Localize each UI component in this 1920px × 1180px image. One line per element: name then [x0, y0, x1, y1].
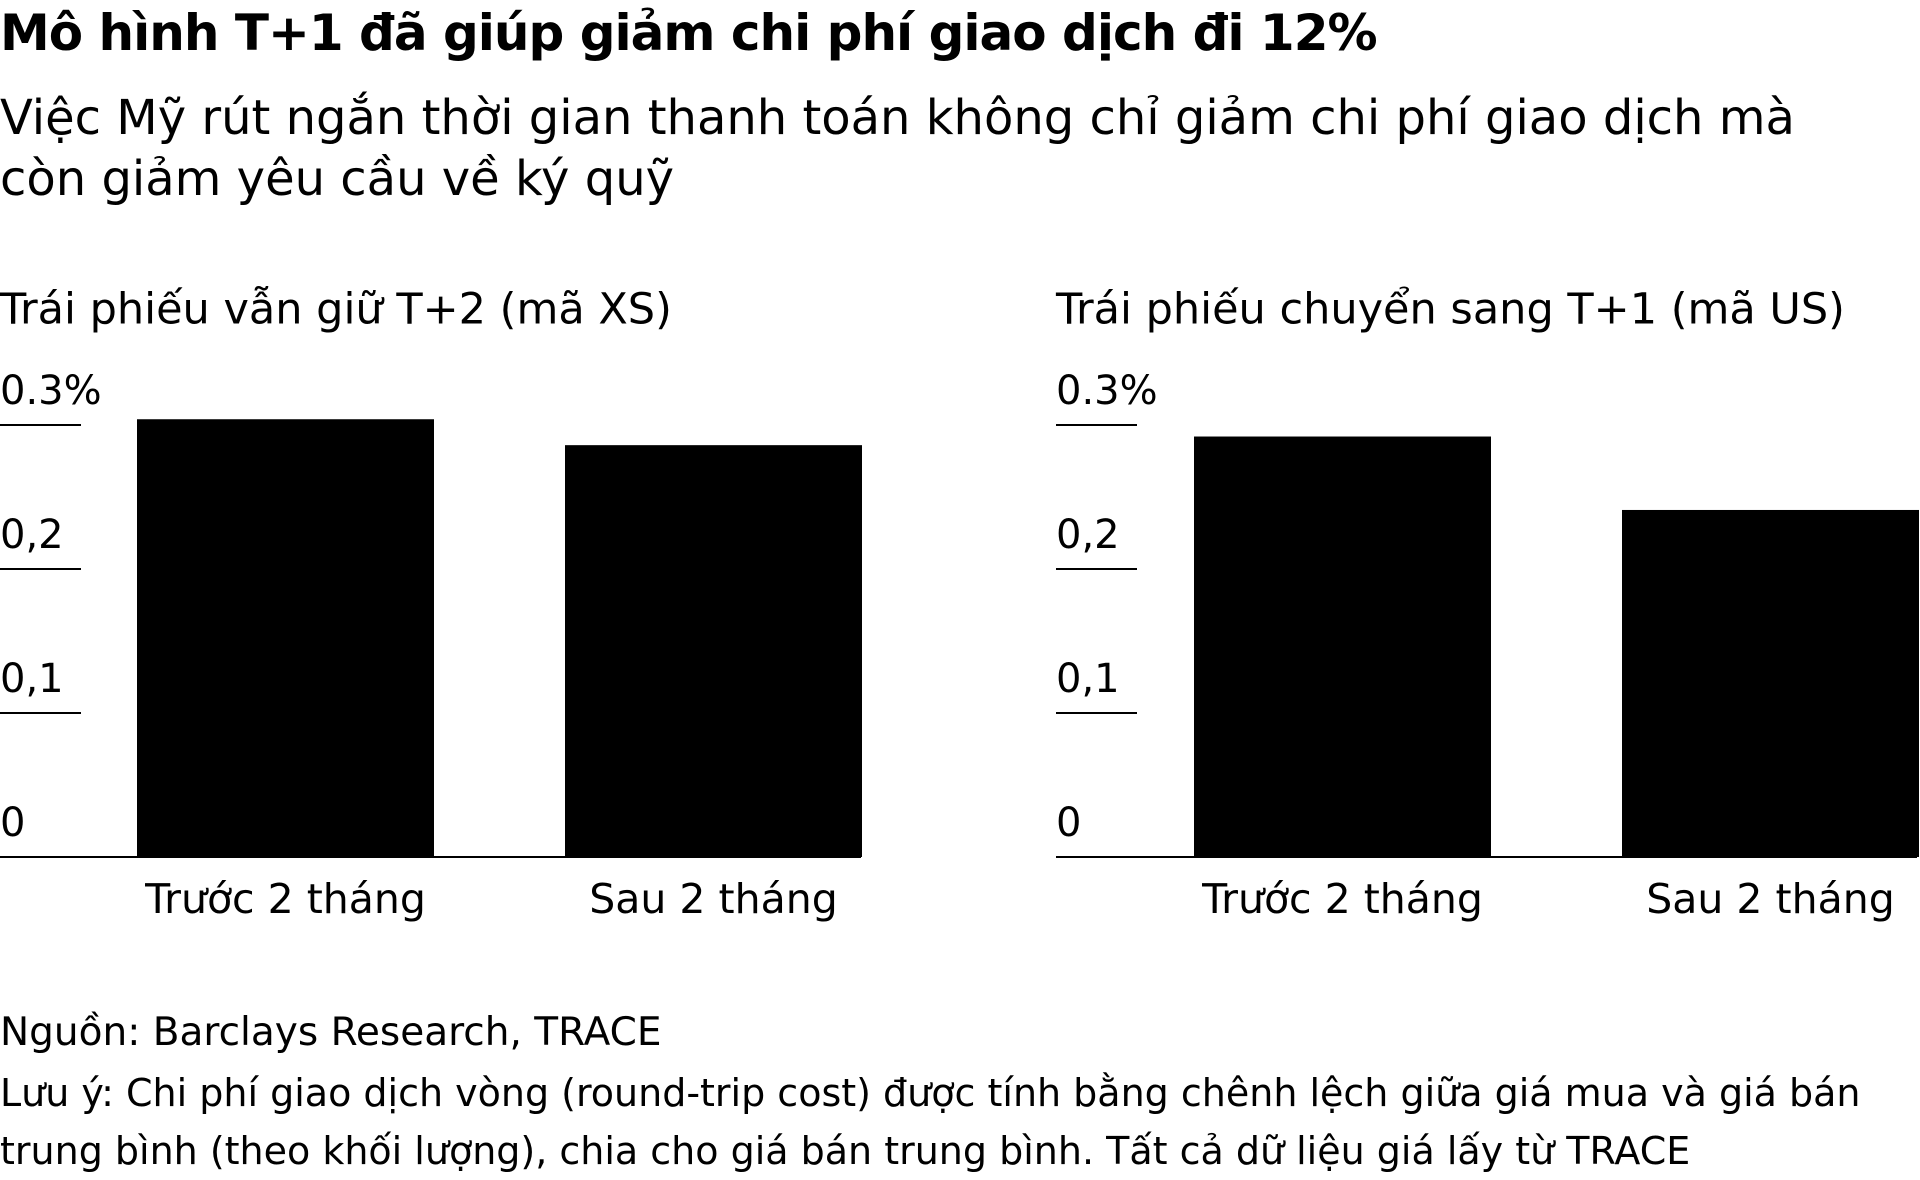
y-tick-label: 0,1: [1056, 656, 1120, 702]
x-tick-label: Trước 2 tháng: [1201, 875, 1483, 923]
y-tick-label: 0,2: [0, 512, 64, 558]
page-subtitle: Việc Mỹ rút ngắn thời gian thanh toán kh…: [0, 90, 1795, 207]
page-title: Mô hình T+1 đã giúp giảm chi phí giao dị…: [0, 4, 1378, 62]
bar: [137, 419, 434, 857]
chart-title: Trái phiếu chuyển sang T+1 (mã US): [1055, 285, 1845, 335]
chart-title: Trái phiếu vẫn giữ T+2 (mã XS): [0, 285, 672, 335]
y-tick-label: 0.3%: [0, 368, 102, 414]
bar: [1622, 509, 1919, 857]
charts: Trái phiếu vẫn giữ T+2 (mã XS) 0 0,1 0,2 0.3…: [0, 285, 1919, 923]
bar: [565, 445, 862, 857]
x-tick-label: Sau 2 tháng: [1646, 875, 1894, 923]
source: Nguồn: Barclays Research, TRACE: [0, 1010, 662, 1055]
y-tick-label: 0: [1056, 800, 1081, 846]
note: Lưu ý: Chi phí giao dịch vòng (round-tri…: [0, 1071, 1861, 1173]
x-tick-label: Trước 2 tháng: [144, 875, 426, 923]
y-tick-label: 0.3%: [1056, 368, 1158, 414]
bar: [1194, 436, 1491, 857]
y-tick-label: 0: [0, 800, 25, 846]
y-tick-label: 0,2: [1056, 512, 1120, 558]
x-tick-label: Sau 2 tháng: [589, 875, 837, 923]
y-tick-label: 0,1: [0, 656, 64, 702]
